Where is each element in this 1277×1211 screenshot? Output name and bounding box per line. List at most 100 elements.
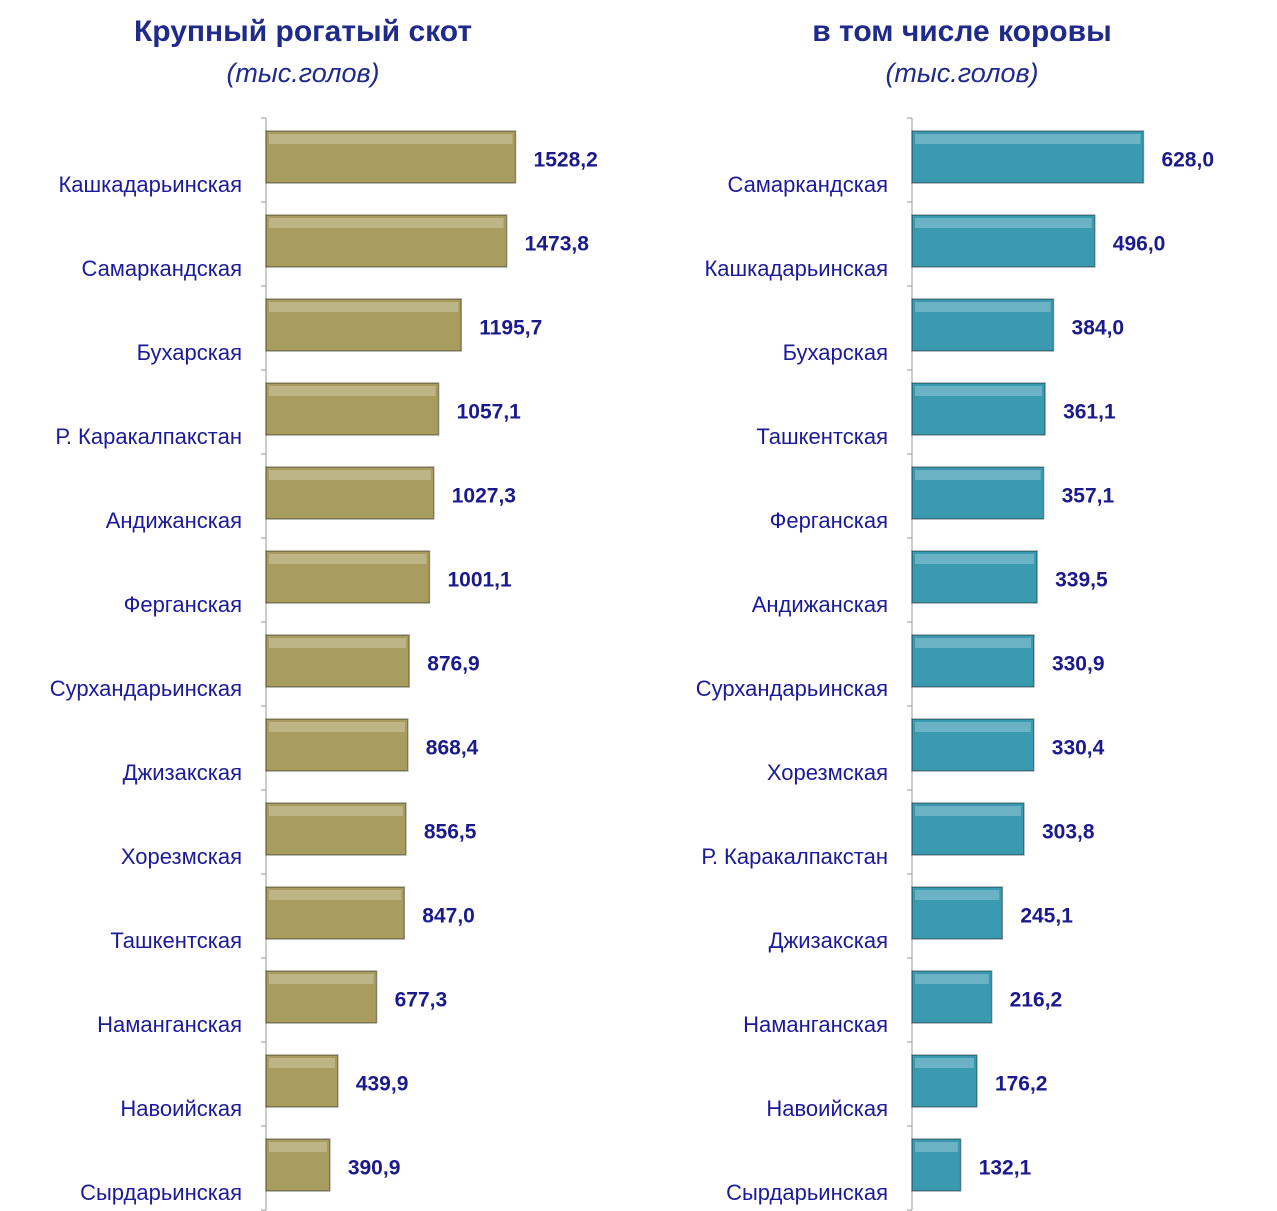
value-label: 677,3 [395,989,448,1012]
bar [265,130,517,184]
value-label: 330,4 [1052,737,1105,760]
bar-highlight [915,302,1051,312]
bar-highlight [915,218,1092,228]
bar-highlight [269,722,405,732]
value-label: 390,9 [348,1157,401,1180]
category-label: Бухарская [137,340,242,365]
bar-highlight [269,974,374,984]
bar-highlight [915,554,1035,564]
value-label: 176,2 [995,1073,1048,1096]
bar [911,214,1096,268]
value-label: 847,0 [422,905,475,928]
category-label: Джизакская [123,760,242,785]
bar [265,466,435,520]
category-label: Сурхандарьинская [696,676,888,701]
bar [265,634,410,688]
category-label: Ташкентская [756,424,888,449]
category-label: Хорезмская [121,844,242,869]
bar-highlight [915,722,1031,732]
category-label: Андижанская [106,508,242,533]
value-label: 1528,2 [534,149,598,172]
bar-highlight [269,470,431,480]
bar [265,886,406,940]
bar-highlight [269,806,403,816]
bar [265,1054,339,1108]
bar-highlight [269,554,427,564]
bar-highlight [269,134,513,144]
category-label: Сырдарьинская [80,1180,242,1205]
value-label: 330,9 [1052,653,1105,676]
bar [265,298,462,352]
bar [911,1054,978,1108]
value-label: 132,1 [979,1157,1032,1180]
value-label: 1195,7 [479,317,542,340]
category-label: Бухарская [783,340,888,365]
bar-highlight [915,134,1141,144]
bar [911,550,1038,604]
category-label: Наманганская [743,1012,888,1037]
value-label: 439,9 [356,1073,409,1096]
chart-title: Крупный рогатый скот [134,15,472,48]
value-label: 361,1 [1063,401,1116,424]
category-label: Р. Каракалпакстан [55,424,242,449]
bar-highlight [269,218,504,228]
bar-highlight [915,386,1043,396]
value-label: 868,4 [426,737,479,760]
category-label: Кашкадарьинская [704,256,888,281]
category-label: Кашкадарьинская [58,172,242,197]
bar [911,970,993,1024]
bar-highlight [915,806,1021,816]
category-label: Андижанская [752,592,888,617]
value-label: 628,0 [1161,149,1214,172]
category-label: Ферганская [770,508,888,533]
bar [911,382,1046,436]
bar-highlight [269,890,402,900]
category-label: Сырдарьинская [726,1180,888,1205]
value-label: 856,5 [424,821,477,844]
category-label: Навоийская [766,1096,888,1121]
chart-subtitle: (тыс.голов) [226,58,379,88]
value-label: 339,5 [1055,569,1108,592]
bar-highlight [269,638,407,648]
category-label: Сурхандарьинская [50,676,242,701]
value-label: 876,9 [427,653,480,676]
bar-highlight [915,638,1031,648]
bar [911,886,1004,940]
category-label: Ташкентская [110,928,242,953]
chart-subtitle: (тыс.голов) [885,58,1038,88]
category-label: Р. Каракалпакстан [701,844,888,869]
category-label: Наманганская [97,1012,242,1037]
value-label: 1001,1 [447,569,512,592]
bar [911,466,1045,520]
value-label: 1057,1 [457,401,522,424]
value-label: 1027,3 [452,485,516,508]
bar-highlight [269,1142,327,1152]
bar-highlight [269,302,459,312]
category-label: Ферганская [124,592,242,617]
bar-highlight [915,1142,958,1152]
bar [911,130,1145,184]
bar [911,634,1035,688]
category-label: Хорезмская [767,760,888,785]
value-label: 496,0 [1113,233,1166,256]
bar [911,1138,962,1192]
bar-highlight [915,974,989,984]
category-label: Самаркандская [727,172,888,197]
bar-highlight [269,1058,335,1068]
bar-highlight [915,1058,974,1068]
bar [265,802,407,856]
category-label: Джизакская [769,928,888,953]
bar [265,718,409,772]
bar [265,970,378,1024]
chart-title: в том числе коровы [812,15,1111,48]
bar [265,550,431,604]
bar [911,802,1025,856]
category-label: Самаркандская [81,256,242,281]
value-label: 245,1 [1020,905,1073,928]
bar [911,298,1055,352]
bar [265,214,508,268]
bar [265,382,440,436]
value-label: 357,1 [1062,485,1115,508]
value-label: 1473,8 [525,233,590,256]
